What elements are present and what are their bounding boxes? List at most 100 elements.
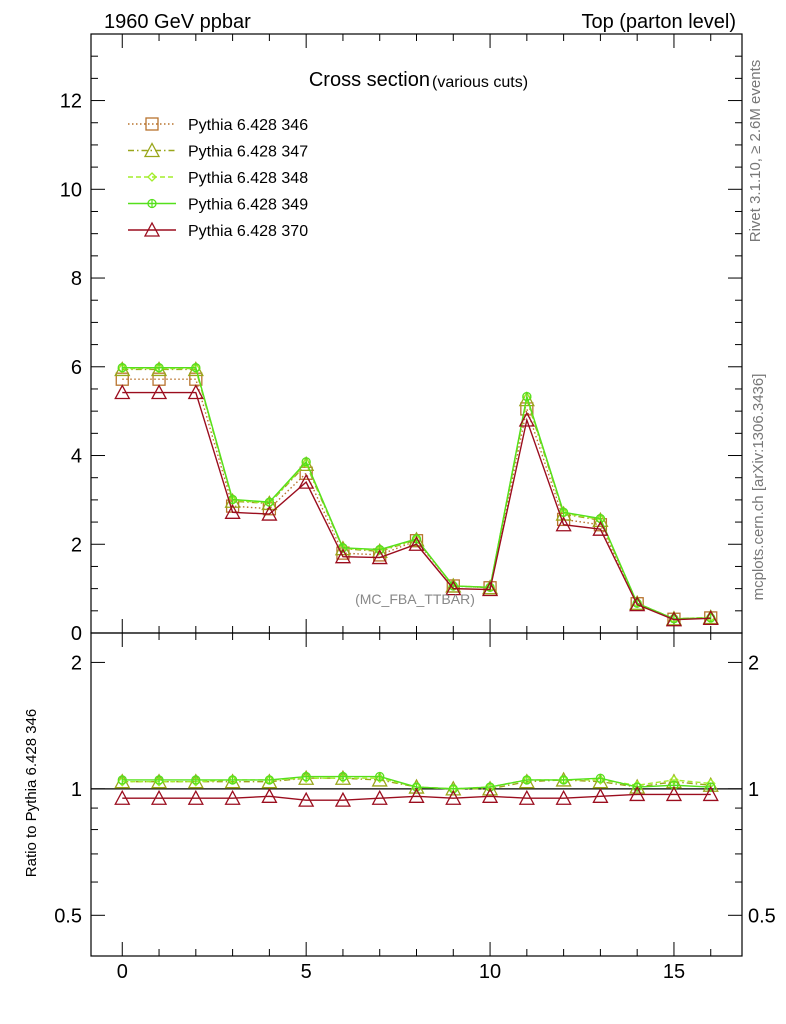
series-pythia-6-428-349-point <box>191 363 201 373</box>
y-tick-label: 2 <box>71 534 82 556</box>
series-pythia-6-428-349-ratio-point <box>264 775 275 785</box>
series-pythia-6-428-370-point <box>298 473 315 489</box>
y-tick-label: 4 <box>71 446 82 468</box>
series-pythia-6-428-370-point <box>518 411 535 427</box>
series-pythia-6-428-346-line <box>122 378 711 620</box>
series-pythia-6-428-370-point <box>481 581 499 597</box>
ratio-y-tick-label-right: 2 <box>748 652 759 674</box>
series-pythia-6-428-349-ratio-point <box>301 771 311 782</box>
series-pythia-6-428-370-point <box>555 516 572 532</box>
x-tick-label: 15 <box>663 961 685 983</box>
series-pythia-6-428-370-ratio-point <box>629 786 646 802</box>
legend-entry: Pythia 6.428 348 <box>128 170 308 187</box>
series-pythia-6-428-348-point <box>521 392 532 403</box>
series-pythia-6-428-349-ratio-point <box>154 775 164 785</box>
rivet-version-label: Rivet 3.1.10, ≥ 2.6M events <box>747 60 764 243</box>
series-pythia-6-428-349-ratio-point <box>117 775 127 785</box>
header-right-label: Top (parton level) <box>581 11 736 33</box>
y-tick-label: 8 <box>71 268 82 290</box>
series-pythia-6-428-370-point <box>261 505 278 521</box>
series-pythia-6-428-349-point <box>117 363 127 373</box>
series-pythia-6-428-370-point <box>702 609 719 626</box>
series-pythia-6-428-370-ratio-point <box>518 789 535 805</box>
y-tick-label: 10 <box>60 179 82 201</box>
main-plot-series <box>114 361 719 627</box>
legend-marker <box>147 172 157 182</box>
series-pythia-6-428-349-ratio-point <box>595 773 606 783</box>
ratio-plot-series <box>114 769 719 807</box>
series-pythia-6-428-349-point <box>301 457 311 467</box>
series-pythia-6-428-370-ratio-line <box>122 793 711 801</box>
ratio-y-tick-label: 0.5 <box>54 905 82 927</box>
series-pythia-6-428-370-ratio-point <box>334 791 352 807</box>
x-tick-label: 0 <box>117 961 128 983</box>
series-pythia-6-428-349-ratio-point <box>227 775 238 785</box>
series-pythia-6-428-370-ratio-point <box>555 789 572 805</box>
series-pythia-6-428-370-point <box>445 580 462 596</box>
series-pythia-6-428-349-ratio-point <box>522 775 532 785</box>
series-pythia-6-428-370-ratio-point <box>187 789 204 805</box>
legend-label: Pythia 6.428 370 <box>188 223 308 240</box>
series-pythia-6-428-370-ratio-point <box>150 789 168 805</box>
series-pythia-6-428-370-ratio-point <box>371 789 388 805</box>
series-pythia-6-428-349-ratio-point <box>191 775 201 785</box>
series-pythia-6-428-370-point <box>224 503 241 519</box>
legend-label: Pythia 6.428 348 <box>188 170 308 187</box>
legend-marker <box>147 198 157 209</box>
series-pythia-6-428-370-ratio-point <box>224 789 241 805</box>
series-pythia-6-428-349-ratio-point <box>375 771 385 782</box>
series-pythia-6-428-370-ratio-point <box>702 786 719 802</box>
ratio-y-tick-label-right: 1 <box>748 779 759 801</box>
series-pythia-6-428-370-point <box>371 549 388 565</box>
series-pythia-6-428-370-point <box>665 611 683 627</box>
series-pythia-6-428-349-ratio-point <box>558 775 569 785</box>
x-tick-label: 10 <box>479 961 501 983</box>
series-pythia-6-428-370-point <box>408 535 425 551</box>
legend-marker <box>145 117 159 131</box>
x-tick-label: 5 <box>301 961 312 983</box>
chart-title: Cross section <box>309 69 430 91</box>
series-pythia-6-428-348-point <box>301 458 312 468</box>
y-tick-label: 12 <box>60 91 82 113</box>
series-pythia-6-428-349-point <box>522 391 532 402</box>
series-pythia-6-428-370-ratio-point <box>408 787 425 803</box>
y-tick-label: 0 <box>71 623 82 645</box>
ratio-y-tick-label: 1 <box>71 779 82 801</box>
legend-entry: Pythia 6.428 370 <box>128 221 308 240</box>
ratio-plot-axes: 0 5 10 15 0.5 0.5 1 1 2 2 <box>54 633 776 983</box>
series-pythia-6-428-347-line <box>122 368 711 620</box>
series-pythia-6-428-370-ratio-point <box>261 787 278 803</box>
mcplots-reference-label: mcplots.cern.ch [arXiv:1306.3436] <box>750 374 767 601</box>
legend: Pythia 6.428 346 Pythia 6.428 347 Pythia 6… <box>128 117 308 240</box>
legend-label: Pythia 6.428 347 <box>188 144 308 161</box>
series-pythia-6-428-370-ratio-point <box>114 789 131 805</box>
ratio-y-tick-label-right: 0.5 <box>748 905 776 927</box>
series-pythia-6-428-347-ratio-line <box>122 777 711 790</box>
series-pythia-6-428-370-ratio-point <box>665 786 683 802</box>
series-pythia-6-428-370-ratio-point <box>298 791 315 807</box>
series-pythia-6-428-349-line <box>122 366 711 620</box>
series-pythia-6-428-370-point <box>629 596 646 612</box>
legend-entry: Pythia 6.428 347 <box>128 142 308 161</box>
analysis-watermark: (MC_FBA_TTBAR) <box>355 591 475 607</box>
ratio-y-axis-label: Ratio to Pythia 6.428 346 <box>23 709 40 877</box>
legend-label: Pythia 6.428 349 <box>188 197 308 214</box>
series-pythia-6-428-370-point <box>150 384 168 400</box>
chart-subtitle: (various cuts) <box>432 74 528 91</box>
legend-entry: Pythia 6.428 346 <box>128 117 308 134</box>
header-left-label: 1960 GeV ppbar <box>104 11 251 33</box>
y-tick-label: 6 <box>71 357 82 379</box>
legend-label: Pythia 6.428 346 <box>188 117 308 134</box>
series-pythia-6-428-370-ratio-point <box>445 789 462 805</box>
series-pythia-6-428-370-point <box>334 548 352 564</box>
main-plot-axes: 0 2 4 6 8 10 12 <box>60 33 742 645</box>
series-pythia-6-428-349-point <box>154 363 164 373</box>
legend-entry: Pythia 6.428 349 <box>128 197 308 214</box>
ratio-y-tick-label: 2 <box>71 652 82 674</box>
series-pythia-6-428-348-line <box>122 367 711 620</box>
series-pythia-6-428-370-point <box>187 384 204 400</box>
legend-marker <box>143 142 161 158</box>
series-pythia-6-428-370-point <box>114 384 131 400</box>
series-pythia-6-428-370-line <box>122 391 711 621</box>
